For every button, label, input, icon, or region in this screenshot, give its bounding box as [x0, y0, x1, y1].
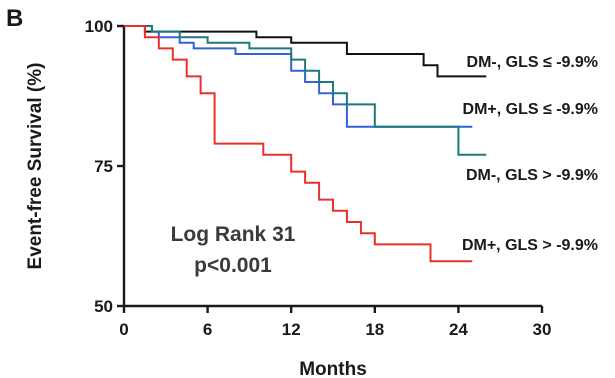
panel-label: B	[6, 5, 23, 32]
series-label: DM-, GLS ≤ -9.9%	[467, 54, 598, 71]
series-lines	[124, 25, 487, 263]
x-axis-title: Months	[299, 359, 367, 378]
x-tick-label: 0	[119, 320, 128, 339]
x-tick-label: 30	[533, 320, 552, 339]
series-label: DM+, GLS > -9.9%	[462, 237, 598, 254]
annotation-line-1: Log Rank 31	[171, 223, 296, 246]
x-tick-label: 24	[449, 320, 468, 339]
x-tick-label: 12	[282, 320, 301, 339]
series-line	[124, 25, 473, 128]
y-tick-label: 75	[94, 157, 113, 176]
y-tick-label: 100	[85, 17, 113, 36]
x-tick-label: 6	[203, 320, 212, 339]
y-tick-label: 50	[94, 297, 113, 316]
series-label: DM+, GLS ≤ -9.9%	[463, 101, 598, 118]
x-tick-label: 18	[365, 320, 384, 339]
ticks: 0 6 12 18 24 30 50 75 100	[85, 17, 552, 339]
y-axis-title: Event-free Survival (%)	[25, 63, 46, 270]
series-line	[124, 25, 487, 156]
annotation-line-2: p<0.001	[194, 254, 272, 277]
series-label: DM-, GLS > -9.9%	[466, 167, 598, 184]
series-labels: DM-, GLS ≤ -9.9% DM+, GLS ≤ -9.9% DM-, GLS…	[462, 54, 598, 254]
series-line	[124, 25, 473, 263]
